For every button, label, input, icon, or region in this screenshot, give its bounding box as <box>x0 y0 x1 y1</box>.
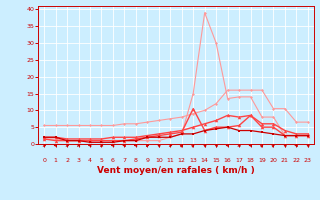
X-axis label: Vent moyen/en rafales ( km/h ): Vent moyen/en rafales ( km/h ) <box>97 166 255 175</box>
